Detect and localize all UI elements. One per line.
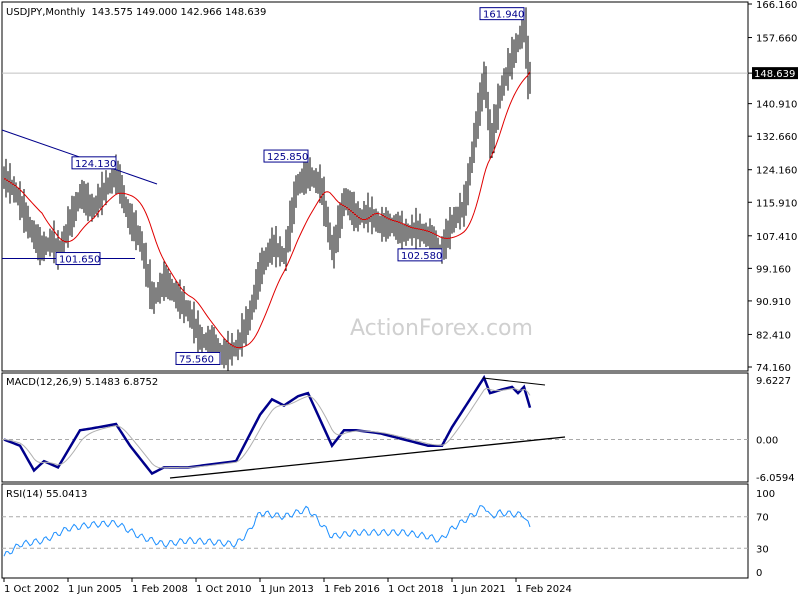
macd-tick-label: 0.00: [756, 436, 778, 447]
macd-resistance-trendline: [482, 377, 546, 386]
macd-support-trendline: [169, 436, 566, 479]
rsi-tick-label: 30: [756, 544, 769, 555]
y-tick-label: 157.660: [756, 34, 797, 45]
y-tick-label: 132.660: [756, 132, 797, 143]
x-tick-label: 1 Feb 2024: [516, 584, 572, 595]
price-annotation-label: 101.650: [59, 255, 100, 266]
macd-panel-frame: [1, 372, 749, 483]
price-annotation-box: [397, 248, 443, 262]
x-tick-label: 1 Feb 2008: [132, 584, 188, 595]
y-tick-label: 74.160: [756, 363, 791, 374]
y-tick-label: 166.160: [756, 0, 797, 11]
rsi-tick-label: 100: [756, 489, 775, 500]
price-annotation-box: [55, 252, 101, 266]
rsi-tick-label: 70: [756, 513, 769, 524]
y-tick-label: 115.910: [756, 198, 797, 209]
x-tick-label: 1 Feb 2016: [324, 584, 380, 595]
price-annotation-box: [71, 156, 117, 170]
rsi-line: [3, 505, 531, 557]
price-annotation-label: 102.580: [401, 251, 442, 262]
x-tick-label: 1 Jun 2013: [260, 584, 314, 595]
chart-header: USDJPY,Monthly 143.575 149.000 142.966 14…: [6, 7, 266, 18]
symbol-label: USDJPY,Monthly: [6, 7, 86, 18]
price-annotation-box: [175, 351, 221, 365]
current-price-box: [752, 67, 798, 80]
price-annotation-box: [263, 149, 309, 163]
x-tick-label: 1 Jun 2021: [452, 584, 506, 595]
rsi-panel-frame: [1, 483, 749, 579]
macd-title: MACD(12,26,9) 5.1483 6.8752: [6, 377, 158, 388]
y-tick-label: 99.160: [756, 264, 791, 275]
y-tick-label: 82.410: [756, 330, 791, 341]
main-panel-frame: [1, 1, 749, 372]
rsi-title: RSI(14) 55.0413: [6, 489, 87, 500]
y-tick-label: 124.160: [756, 166, 797, 177]
price-annotation-label: 125.850: [267, 152, 308, 163]
x-tick-label: 1 Jun 2005: [68, 584, 122, 595]
x-tick-label: 1 Oct 2010: [196, 584, 251, 595]
price-annotation-label: 161.940: [483, 10, 524, 21]
macd-tick-label: -6.0594: [756, 473, 795, 484]
rsi-tick-label: 0: [756, 568, 762, 579]
watermark: ActionForex.com: [350, 316, 533, 341]
macd-tick-label: 9.6227: [756, 376, 791, 387]
x-tick-label: 1 Oct 2018: [388, 584, 443, 595]
ohlc-values: 143.575 149.000 142.966 148.639: [91, 7, 266, 18]
current-price-label: 148.639: [754, 69, 795, 80]
moving-average-line: [3, 71, 531, 349]
x-tick-label: 1 Oct 2002: [4, 584, 59, 595]
y-tick-label: 90.910: [756, 297, 791, 308]
price-annotation-label: 75.560: [179, 354, 214, 365]
macd-line: [3, 374, 532, 476]
y-tick-label: 107.410: [756, 232, 797, 243]
macd-signal-line: [3, 387, 531, 469]
price-annotation-label: 124.130: [75, 159, 116, 170]
price-annotation-box: [479, 7, 525, 21]
y-tick-label: 140.910: [756, 100, 797, 111]
